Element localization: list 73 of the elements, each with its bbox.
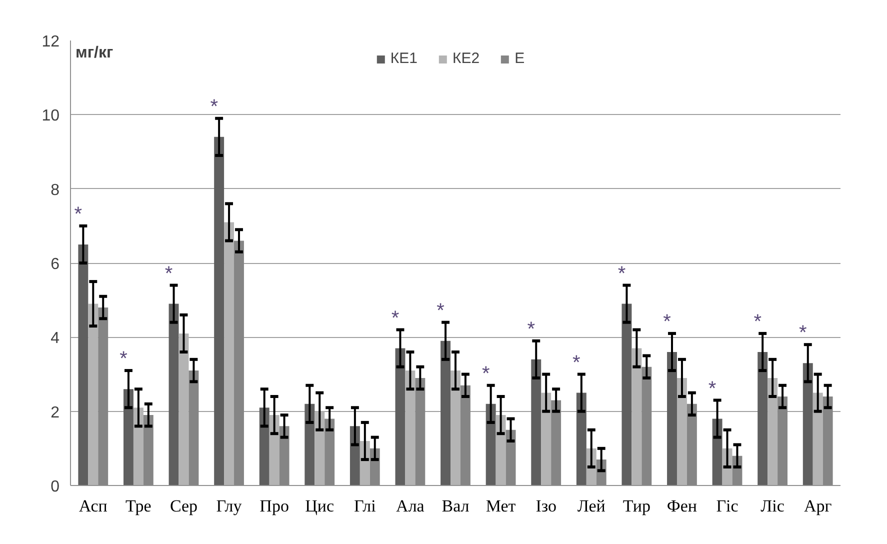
bar bbox=[541, 392, 552, 486]
x-tick-label: Тре bbox=[126, 496, 152, 516]
bar bbox=[224, 222, 234, 486]
bar bbox=[676, 378, 687, 486]
bar bbox=[133, 408, 144, 486]
x-tick-label: Ала bbox=[396, 496, 425, 516]
x-tick-label: Фен bbox=[666, 496, 698, 516]
annotation: * bbox=[754, 311, 762, 333]
bar bbox=[768, 378, 778, 486]
bar bbox=[622, 304, 632, 486]
bar bbox=[314, 411, 325, 486]
y-tick-label: 0 bbox=[50, 478, 60, 496]
annotation: * bbox=[164, 262, 173, 285]
bar bbox=[168, 304, 179, 486]
x-tick-label: Мет bbox=[486, 496, 516, 516]
bar bbox=[450, 370, 460, 486]
bar bbox=[440, 340, 451, 486]
bar bbox=[712, 418, 722, 486]
bar bbox=[405, 370, 416, 486]
bar bbox=[214, 136, 224, 486]
bar bbox=[496, 415, 506, 486]
y-tick-label: 4 bbox=[50, 330, 60, 348]
annotation: * bbox=[436, 300, 445, 322]
x-tick-label: Глі bbox=[354, 496, 376, 516]
x-tick-label: Ізо bbox=[536, 496, 556, 516]
bar bbox=[123, 389, 134, 486]
x-tick-label: Глу bbox=[216, 496, 242, 516]
y-tick-label: 12 bbox=[42, 34, 60, 50]
y-tick-label: 10 bbox=[42, 108, 60, 125]
bar bbox=[802, 363, 813, 486]
annotation: * bbox=[210, 96, 218, 118]
annotation: * bbox=[572, 352, 581, 374]
x-tick-label: Вал bbox=[442, 496, 470, 516]
bar bbox=[395, 348, 406, 486]
legend-label: КЕ1 bbox=[390, 50, 418, 67]
bar bbox=[531, 359, 542, 486]
bar bbox=[259, 408, 270, 486]
x-tick-label: Гіс bbox=[716, 496, 739, 516]
x-tick-label: Про bbox=[260, 496, 289, 516]
annotation: * bbox=[482, 362, 490, 385]
bar bbox=[632, 348, 642, 486]
x-tick-label: Арг bbox=[804, 496, 832, 516]
x-tick-label: Тир bbox=[622, 496, 650, 516]
bar bbox=[812, 392, 823, 486]
annotation: * bbox=[708, 378, 716, 400]
annotation: * bbox=[391, 307, 400, 330]
bar bbox=[758, 352, 768, 486]
x-tick-label: Цис bbox=[305, 496, 335, 516]
legend-label: КЕ2 bbox=[452, 50, 480, 67]
x-tick-label: Ліс bbox=[760, 496, 785, 516]
bar bbox=[269, 415, 280, 486]
annotation: * bbox=[120, 348, 128, 370]
x-tick-label: Лей bbox=[577, 496, 606, 516]
bar bbox=[576, 392, 586, 486]
bar bbox=[88, 304, 98, 486]
y-tick-label: 6 bbox=[50, 256, 60, 273]
annotation: * bbox=[663, 311, 672, 333]
bar bbox=[350, 426, 360, 486]
annotation: * bbox=[74, 203, 82, 226]
bar bbox=[78, 244, 88, 486]
x-tick-label: Сер bbox=[170, 496, 198, 516]
y-tick-label: 2 bbox=[50, 404, 60, 422]
annotation: * bbox=[799, 322, 808, 344]
bar bbox=[486, 404, 496, 486]
annotation: * bbox=[618, 262, 626, 285]
bar bbox=[304, 404, 315, 486]
x-tick-label: Асп bbox=[78, 496, 108, 516]
bar bbox=[178, 333, 189, 486]
y-tick-label: 8 bbox=[50, 182, 60, 199]
legend-label: Е bbox=[514, 50, 526, 67]
annotation: * bbox=[527, 318, 536, 340]
y-axis-title: мг/кг bbox=[76, 44, 114, 62]
bar bbox=[667, 352, 677, 486]
